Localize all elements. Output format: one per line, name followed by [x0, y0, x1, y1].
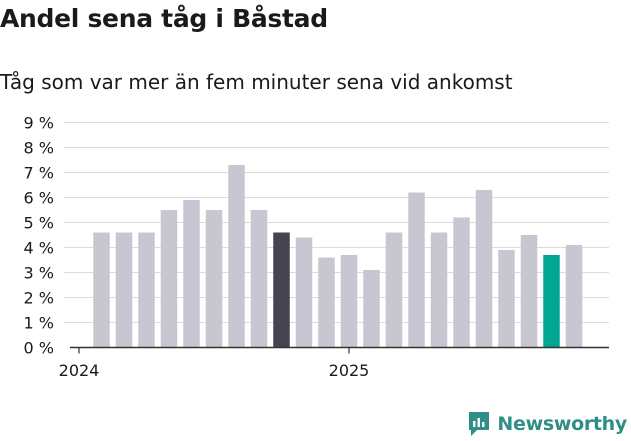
- bar-2025-07: [475, 190, 493, 348]
- bar-2024-07: [205, 210, 223, 348]
- chart-subtitle: Tåg som var mer än fem minuter sena vid …: [0, 70, 513, 94]
- bar-2025-10: [543, 255, 560, 348]
- bar-2025-03: [385, 232, 403, 348]
- bar-2025-08: [498, 250, 515, 348]
- x-tick-label: 2024: [59, 361, 100, 380]
- y-tick-label: 0 %: [24, 339, 54, 358]
- bar-2025-09: [520, 235, 538, 348]
- bar-2024-06: [183, 200, 200, 348]
- chart-title: Andel sena tåg i Båstad: [0, 4, 328, 33]
- y-tick-label: 3 %: [24, 264, 54, 283]
- bar-2024-10: [273, 232, 290, 348]
- y-tick-label: 1 %: [24, 314, 54, 333]
- bar-2025-04: [408, 192, 425, 348]
- newsworthy-logo-icon: [469, 412, 490, 436]
- y-tick-label: 7 %: [24, 164, 54, 183]
- y-tick-label: 8 %: [24, 139, 54, 158]
- y-tick-label: 4 %: [24, 239, 54, 258]
- y-tick-label: 9 %: [24, 114, 54, 133]
- bar-2024-05: [160, 210, 178, 348]
- brand-logo[interactable]: Newsworthy: [467, 407, 627, 441]
- bar-2024-03: [115, 232, 133, 348]
- bar-2024-08: [228, 165, 245, 348]
- brand-name: Newsworthy: [497, 413, 627, 435]
- bar-2024-04: [138, 232, 155, 348]
- bar-2024-12: [318, 257, 335, 348]
- x-tick-label: 2025: [329, 361, 370, 380]
- y-tick-label: 6 %: [24, 189, 54, 208]
- bar-2024-09: [250, 210, 268, 348]
- bar-2025-06: [453, 217, 470, 348]
- bar-2025-02: [363, 270, 380, 348]
- y-tick-label: 5 %: [24, 214, 54, 233]
- bar-2024-02: [93, 232, 110, 348]
- bar-2025-05: [430, 232, 448, 348]
- bar-2025-11: [565, 245, 583, 348]
- bar-2025-01: [340, 255, 358, 348]
- bar-2024-11: [295, 237, 313, 348]
- y-tick-label: 2 %: [24, 289, 54, 308]
